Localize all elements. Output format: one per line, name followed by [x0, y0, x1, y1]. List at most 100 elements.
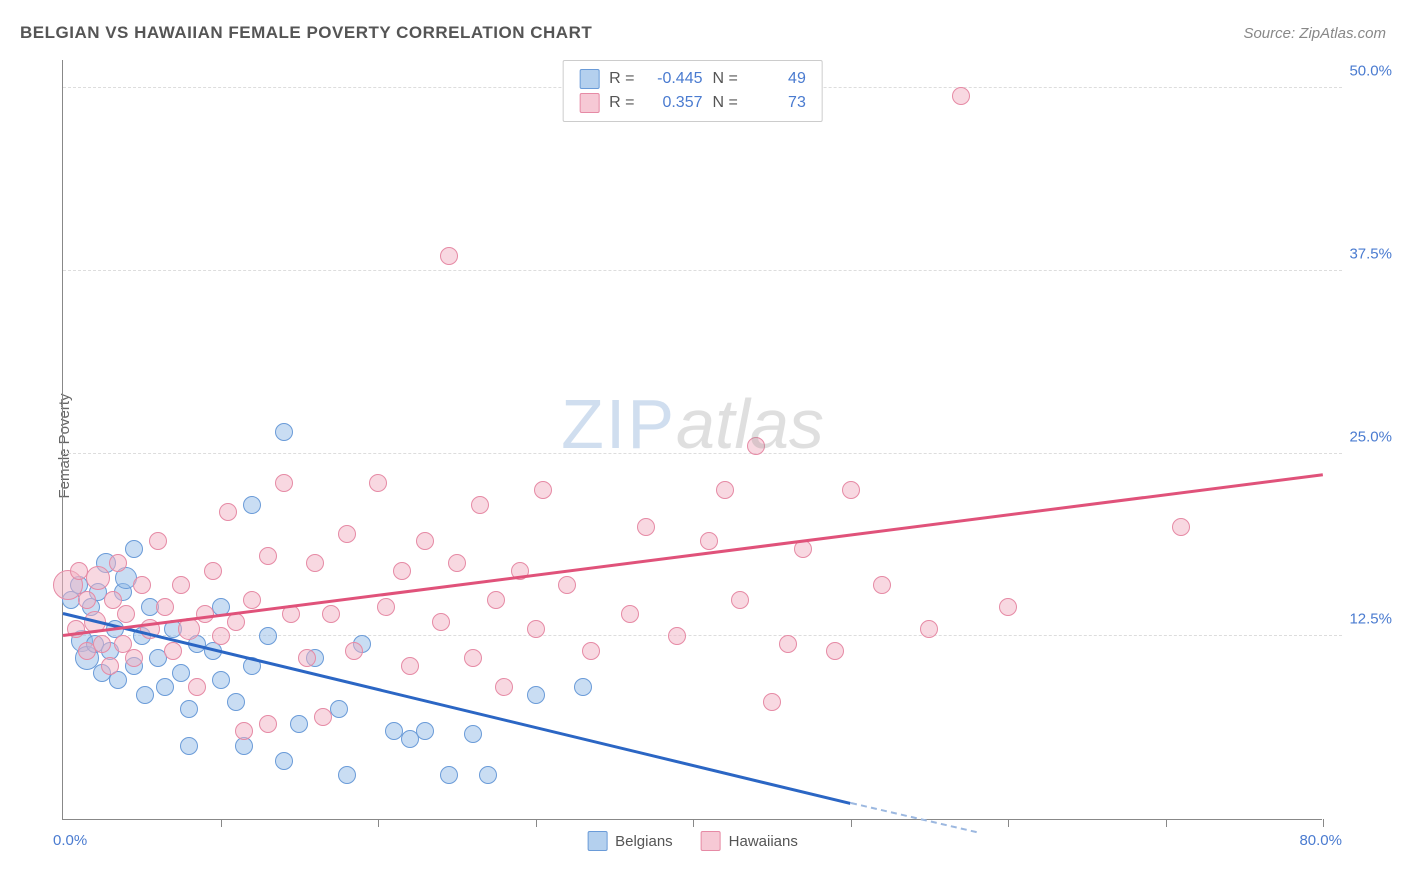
legend-label-belgians: Belgians — [615, 833, 673, 850]
data-point — [700, 532, 718, 550]
legend-correlation: R = -0.445 N = 49 R = 0.357 N = 73 — [562, 60, 823, 122]
data-point — [117, 605, 135, 623]
data-point — [306, 554, 324, 572]
data-point — [275, 752, 293, 770]
data-point — [109, 554, 127, 572]
x-tick — [693, 819, 694, 827]
data-point — [401, 657, 419, 675]
x-axis-min-label: 0.0% — [53, 832, 87, 849]
legend-row-hawaiians: R = 0.357 N = 73 — [579, 91, 806, 115]
y-tick-label: 37.5% — [1349, 245, 1392, 262]
data-point — [747, 437, 765, 455]
data-point — [180, 700, 198, 718]
data-point — [416, 532, 434, 550]
data-point — [212, 671, 230, 689]
legend-r-value-hawaiians: 0.357 — [645, 94, 703, 112]
data-point — [172, 664, 190, 682]
data-point — [188, 678, 206, 696]
data-point — [330, 700, 348, 718]
data-point — [156, 598, 174, 616]
data-point — [377, 598, 395, 616]
data-point — [479, 766, 497, 784]
legend-r-value-belgians: -0.445 — [645, 70, 703, 88]
data-point — [432, 613, 450, 631]
legend-n-value-hawaiians: 73 — [748, 94, 806, 112]
data-point — [259, 627, 277, 645]
data-point — [345, 642, 363, 660]
chart-source: Source: ZipAtlas.com — [1243, 25, 1386, 42]
data-point — [338, 766, 356, 784]
x-tick — [378, 819, 379, 827]
legend-n-value-belgians: 49 — [748, 70, 806, 88]
grid-line — [63, 635, 1342, 636]
legend-r-label: R = — [609, 94, 634, 112]
data-point — [78, 591, 96, 609]
data-point — [149, 532, 167, 550]
data-point — [574, 678, 592, 696]
data-point — [259, 547, 277, 565]
legend-label-hawaiians: Hawaiians — [729, 833, 798, 850]
data-point — [471, 496, 489, 514]
data-point — [731, 591, 749, 609]
x-tick — [221, 819, 222, 827]
data-point — [212, 627, 230, 645]
data-point — [920, 620, 938, 638]
data-point — [842, 481, 860, 499]
chart-title: BELGIAN VS HAWAIIAN FEMALE POVERTY CORRE… — [20, 23, 592, 43]
data-point — [393, 562, 411, 580]
data-point — [999, 598, 1017, 616]
x-tick — [1008, 819, 1009, 827]
data-point — [235, 722, 253, 740]
data-point — [338, 525, 356, 543]
legend-series: Belgians Hawaiians — [587, 831, 798, 851]
data-point — [164, 642, 182, 660]
data-point — [243, 591, 261, 609]
swatch-pink-icon — [579, 93, 599, 113]
data-point — [621, 605, 639, 623]
data-point — [716, 481, 734, 499]
data-point — [527, 620, 545, 638]
y-tick-label: 50.0% — [1349, 63, 1392, 80]
legend-item-hawaiians: Hawaiians — [701, 831, 798, 851]
data-point — [1172, 518, 1190, 536]
data-point — [826, 642, 844, 660]
data-point — [180, 737, 198, 755]
data-point — [125, 649, 143, 667]
watermark-zip: ZIP — [561, 385, 676, 463]
data-point — [314, 708, 332, 726]
grid-line — [63, 453, 1342, 454]
data-point — [637, 518, 655, 536]
data-point — [275, 474, 293, 492]
data-point — [534, 481, 552, 499]
data-point — [440, 766, 458, 784]
data-point — [873, 576, 891, 594]
trend-line — [850, 802, 976, 833]
swatch-blue-icon — [579, 69, 599, 89]
data-point — [136, 686, 154, 704]
legend-row-belgians: R = -0.445 N = 49 — [579, 67, 806, 91]
data-point — [952, 87, 970, 105]
x-tick — [1323, 819, 1324, 827]
data-point — [93, 635, 111, 653]
data-point — [86, 566, 110, 590]
data-point — [440, 247, 458, 265]
data-point — [763, 693, 781, 711]
x-tick — [536, 819, 537, 827]
data-point — [227, 693, 245, 711]
data-point — [487, 591, 505, 609]
data-point — [298, 649, 316, 667]
data-point — [322, 605, 340, 623]
legend-n-label: N = — [713, 94, 738, 112]
legend-n-label: N = — [713, 70, 738, 88]
data-point — [668, 627, 686, 645]
data-point — [779, 635, 797, 653]
data-point — [558, 576, 576, 594]
plot-area: ZIPatlas R = -0.445 N = 49 R = 0.357 N =… — [62, 60, 1322, 820]
data-point — [219, 503, 237, 521]
data-point — [125, 540, 143, 558]
legend-item-belgians: Belgians — [587, 831, 673, 851]
data-point — [172, 576, 190, 594]
data-point — [369, 474, 387, 492]
y-tick-label: 12.5% — [1349, 611, 1392, 628]
data-point — [156, 678, 174, 696]
